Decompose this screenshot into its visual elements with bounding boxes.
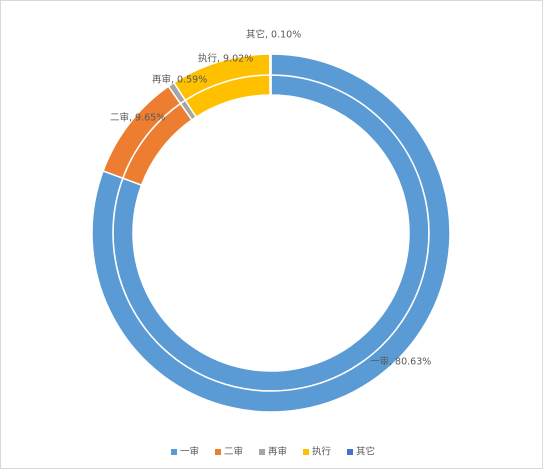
legend-label: 一审 (180, 446, 199, 458)
doughnut-segment (91, 53, 451, 413)
data-label: 其它, 0.10% (246, 29, 301, 41)
legend-marker (215, 449, 221, 455)
doughnut-segment (269, 53, 272, 76)
data-label: 执行, 9.02% (198, 53, 253, 65)
legend-label: 再审 (268, 446, 287, 458)
legend-marker (171, 449, 177, 455)
data-label: 二审, 9.65% (110, 112, 165, 124)
legend-marker (259, 449, 265, 455)
data-label: 再审, 0.59% (152, 74, 207, 86)
legend-label: 执行 (312, 446, 332, 458)
doughnut-segment (269, 74, 272, 96)
legend-label: 其它 (356, 446, 375, 458)
legend-label: 二审 (224, 446, 243, 458)
legend-marker (347, 449, 353, 455)
legend-marker (303, 449, 309, 455)
data-label: 一审, 80.63% (370, 356, 431, 368)
